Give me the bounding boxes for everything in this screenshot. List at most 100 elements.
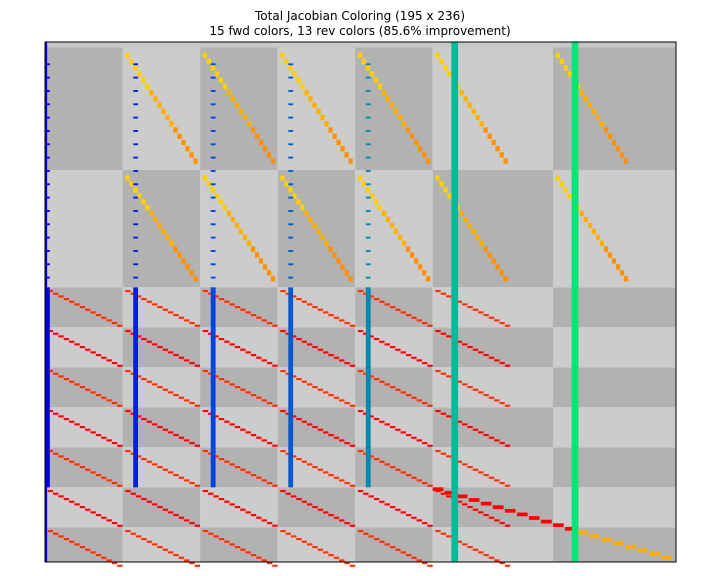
nonzero-entry: [317, 308, 324, 311]
nonzero-entry: [312, 386, 318, 389]
nonzero-entry: [145, 83, 150, 90]
nonzero-entry: [266, 322, 273, 325]
nonzero-entry: [395, 308, 401, 311]
nonzero-entry: [290, 535, 297, 538]
nonzero-entry: [280, 490, 286, 493]
nonzero-entry: [95, 314, 102, 317]
nonzero-entry: [47, 330, 54, 333]
nonzero-entry: [323, 551, 329, 554]
nonzero-entry: [151, 343, 158, 346]
nonzero-entry: [607, 252, 613, 258]
jacobian-block: [45, 42, 676, 48]
nonzero-entry: [504, 524, 511, 527]
nonzero-entry: [79, 466, 86, 469]
nonzero-entry: [222, 83, 228, 90]
nonzero-entry: [162, 308, 168, 311]
nonzero-entry: [349, 364, 356, 367]
nonzero-entry: [462, 383, 468, 386]
nonzero-entry: [499, 482, 505, 485]
nonzero-entry: [288, 287, 294, 488]
nonzero-entry: [599, 121, 605, 127]
nonzero-entry: [483, 394, 489, 397]
nonzero-entry: [365, 276, 371, 279]
nonzero-entry: [234, 546, 241, 549]
nonzero-entry: [133, 250, 139, 252]
nonzero-entry: [427, 444, 433, 447]
nonzero-entry: [210, 63, 216, 66]
nonzero-entry: [296, 538, 302, 541]
nonzero-entry: [446, 375, 452, 378]
nonzero-entry: [339, 319, 345, 322]
nonzero-entry: [379, 460, 385, 463]
nonzero-entry: [167, 511, 174, 514]
nonzero-entry: [63, 418, 70, 421]
nonzero-entry: [210, 236, 216, 239]
nonzero-entry: [368, 375, 374, 378]
nonzero-entry: [446, 455, 452, 458]
nonzero-entry: [270, 276, 276, 282]
nonzero-entry: [301, 540, 308, 543]
nonzero-entry: [472, 348, 479, 351]
nonzero-entry: [579, 210, 585, 217]
nonzero-entry: [272, 484, 278, 487]
nonzero-entry: [312, 506, 318, 509]
nonzero-entry: [79, 546, 86, 549]
nonzero-entry: [494, 519, 500, 522]
nonzero-entry: [133, 187, 138, 193]
nonzero-entry: [178, 556, 185, 559]
nonzero-entry: [129, 181, 134, 187]
nonzero-entry: [494, 559, 500, 562]
nonzero-entry: [69, 380, 75, 383]
nonzero-entry: [478, 511, 484, 514]
nonzero-entry: [300, 83, 305, 90]
nonzero-entry: [288, 210, 294, 212]
nonzero-entry: [125, 290, 131, 293]
nonzero-entry: [130, 532, 136, 535]
nonzero-entry: [459, 90, 464, 96]
nonzero-entry: [184, 559, 190, 562]
nonzero-entry: [238, 108, 244, 114]
nonzero-entry: [181, 258, 186, 264]
nonzero-entry: [467, 222, 472, 229]
nonzero-entry: [488, 476, 495, 479]
nonzero-entry: [90, 431, 96, 434]
nonzero-entry: [101, 396, 107, 399]
nonzero-entry: [58, 415, 64, 418]
nonzero-entry: [135, 455, 142, 458]
nonzero-entry: [272, 444, 278, 447]
nonzero-entry: [381, 210, 387, 217]
nonzero-entry: [242, 114, 248, 121]
nonzero-entry: [422, 270, 427, 276]
nonzero-entry: [483, 127, 488, 133]
nonzero-entry: [301, 380, 308, 383]
nonzero-entry: [90, 311, 96, 314]
nonzero-entry: [218, 458, 225, 461]
nonzero-entry: [210, 170, 216, 172]
nonzero-entry: [333, 356, 340, 359]
nonzero-entry: [45, 103, 50, 106]
nonzero-entry: [307, 543, 313, 546]
nonzero-entry: [185, 146, 190, 152]
nonzero-entry: [323, 311, 329, 314]
nonzero-entry: [250, 514, 257, 517]
nonzero-entry: [416, 359, 422, 362]
jacobian-block: [200, 527, 278, 562]
nonzero-entry: [162, 348, 168, 351]
nonzero-entry: [435, 370, 441, 373]
jacobian-block: [553, 327, 676, 368]
nonzero-entry: [234, 346, 241, 349]
nonzero-entry: [432, 487, 444, 492]
nonzero-entry: [133, 116, 139, 119]
nonzero-entry: [363, 532, 369, 535]
nonzero-entry: [261, 439, 267, 442]
nonzero-entry: [288, 183, 294, 186]
nonzero-entry: [272, 524, 278, 527]
nonzero-entry: [296, 458, 302, 461]
nonzero-entry: [224, 500, 230, 503]
nonzero-entry: [300, 204, 305, 211]
nonzero-entry: [563, 187, 568, 193]
nonzero-entry: [229, 343, 235, 346]
nonzero-entry: [478, 351, 484, 354]
nonzero-entry: [483, 554, 489, 557]
nonzero-entry: [312, 306, 318, 309]
